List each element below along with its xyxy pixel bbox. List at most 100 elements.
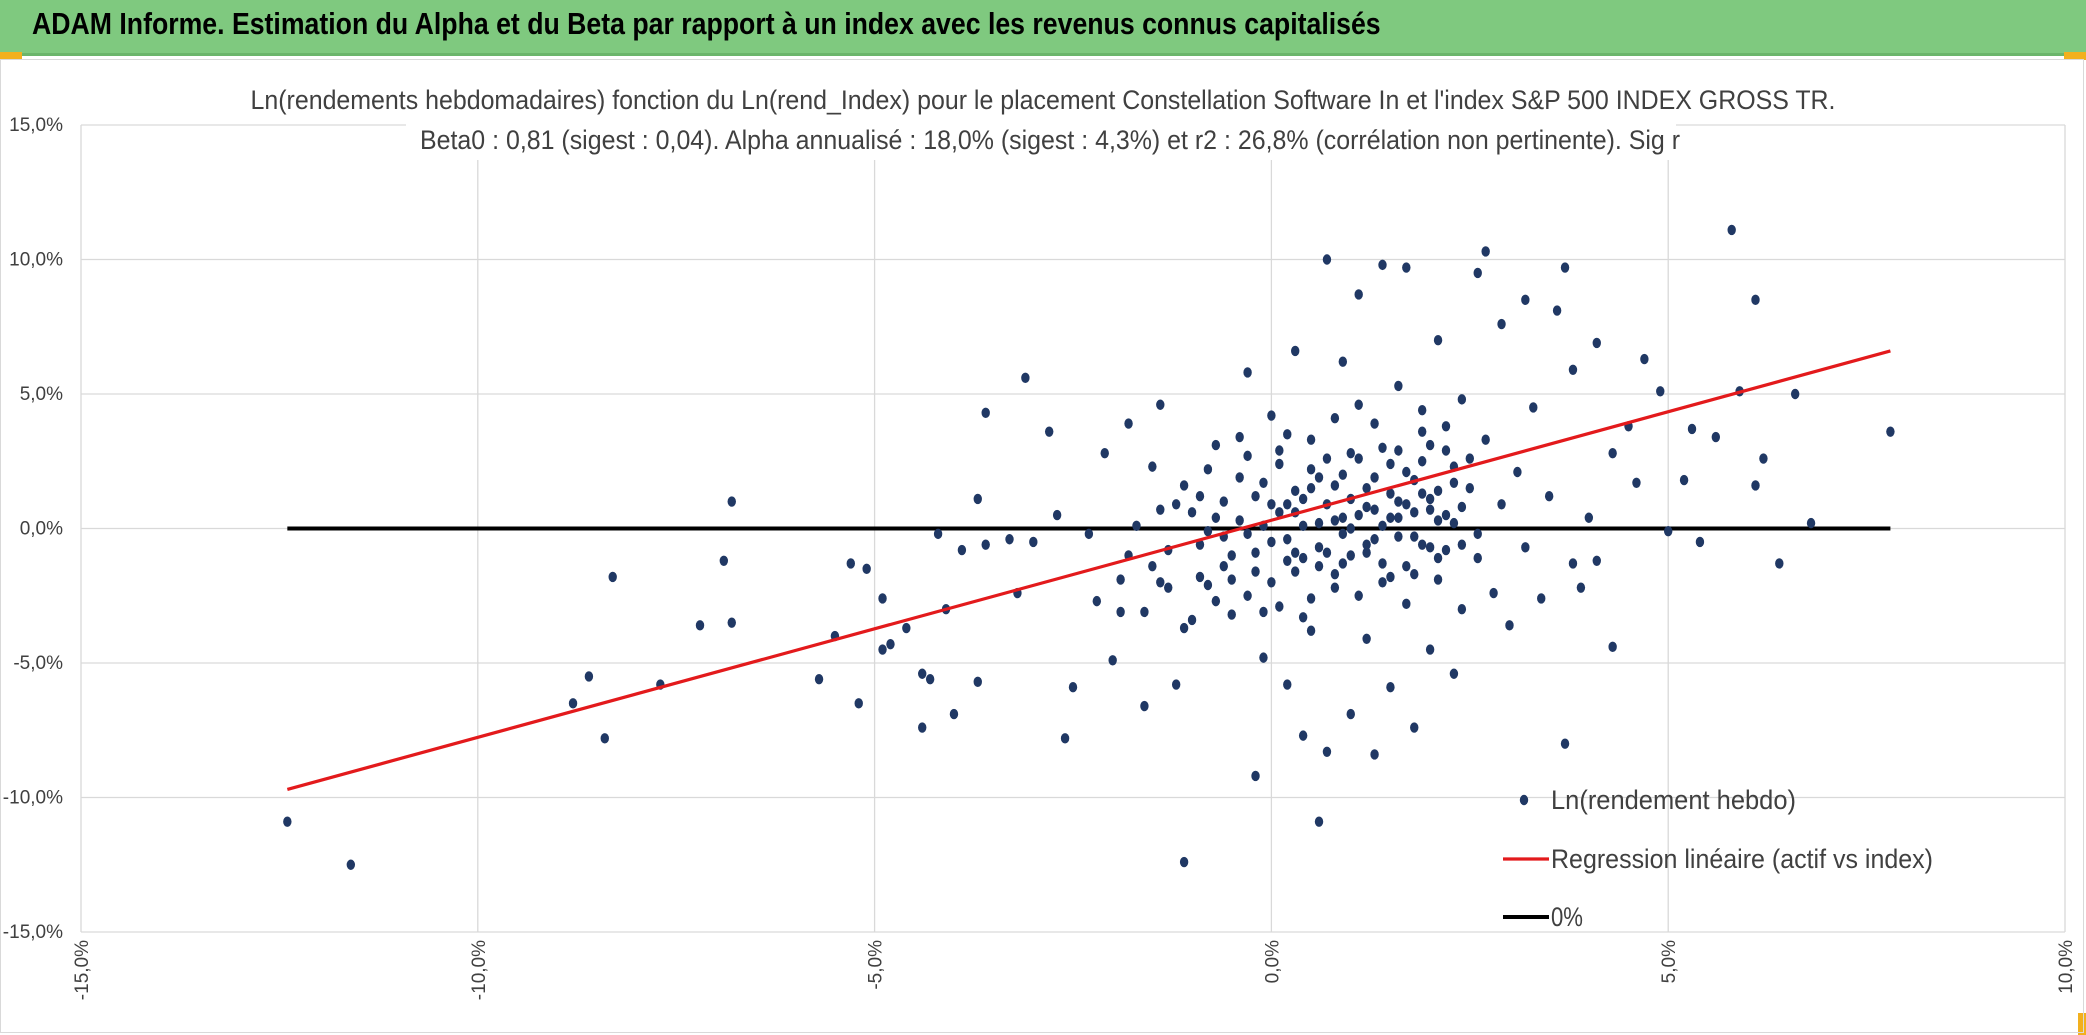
data-point: [1362, 633, 1371, 644]
data-point: [1497, 318, 1506, 330]
data-point: [1521, 294, 1530, 306]
chart-subtitle: Beta0 : 0,81 (sigest : 0,04). Alpha annu…: [420, 125, 1680, 155]
data-point: [1410, 569, 1419, 580]
data-point: [1179, 480, 1189, 491]
data-point: [1211, 512, 1221, 523]
data-point: [878, 593, 887, 604]
data-point: [1489, 587, 1498, 599]
data-point: [1473, 267, 1482, 279]
data-point: [1314, 517, 1324, 529]
data-point: [1148, 560, 1157, 572]
scatter-points: [283, 224, 1895, 870]
data-point: [1449, 477, 1459, 488]
data-point: [973, 676, 982, 688]
data-point: [1124, 418, 1133, 429]
data-point: [1298, 612, 1308, 623]
data-point: [1354, 399, 1363, 410]
y-tick-label: -15,0%: [3, 922, 63, 943]
data-point: [1275, 507, 1284, 518]
data-point: [1394, 512, 1403, 523]
data-point: [1203, 464, 1213, 475]
data-point: [1132, 520, 1141, 532]
data-point: [719, 555, 729, 566]
data-point: [981, 407, 990, 419]
data-point: [1243, 528, 1252, 540]
data-point: [1481, 434, 1490, 445]
data-point: [1441, 445, 1451, 456]
data-point: [1695, 536, 1705, 548]
data-point: [1727, 224, 1736, 236]
y-tick-label: 15,0%: [9, 115, 63, 136]
data-point: [1108, 655, 1117, 666]
data-point: [1529, 402, 1538, 413]
data-point: [1505, 620, 1514, 631]
data-point: [1338, 558, 1348, 569]
data-point: [1560, 262, 1570, 273]
legend-label: Regression linéaire (actif vs index): [1551, 844, 1933, 874]
data-point: [1592, 555, 1601, 566]
x-tick-label: 10,0%: [2056, 940, 2077, 994]
data-point: [1179, 856, 1189, 868]
data-point: [1195, 491, 1205, 502]
data-point: [1346, 550, 1355, 561]
data-point: [1140, 606, 1149, 618]
data-point: [1775, 558, 1784, 569]
scatter-chart: 15,0% 10,0% 5,0% 0,0% -5,0% -10,0% -15,0% -15,…: [3, 82, 2077, 1000]
data-point: [1425, 644, 1435, 655]
corner-accent-bottom-right: [2078, 1013, 2086, 1035]
data-point: [1187, 614, 1197, 626]
data-point: [1092, 595, 1102, 607]
data-point: [1275, 458, 1284, 470]
data-point: [1425, 493, 1435, 505]
data-point: [1370, 749, 1379, 760]
data-point: [1346, 523, 1355, 534]
data-point: [1330, 480, 1340, 491]
data-point: [1283, 534, 1292, 545]
data-point: [1227, 574, 1236, 585]
data-point: [1410, 507, 1419, 518]
data-point: [1433, 485, 1443, 497]
data-point: [1497, 499, 1506, 510]
data-point: [1156, 577, 1165, 588]
data-point: [1441, 421, 1451, 432]
data-point: [973, 493, 982, 505]
data-point: [1251, 770, 1260, 782]
data-point: [1029, 536, 1038, 548]
data-point: [1362, 482, 1371, 494]
data-point: [1394, 531, 1403, 542]
data-point: [1338, 528, 1348, 540]
data-point: [1386, 458, 1395, 470]
data-point: [1005, 534, 1014, 545]
legend-marker-scatter: [1519, 794, 1529, 806]
data-point: [1243, 590, 1252, 601]
data-point: [1521, 542, 1530, 553]
data-point: [933, 528, 943, 540]
data-point: [1227, 609, 1236, 620]
data-point: [1259, 606, 1268, 618]
data-point: [1203, 525, 1213, 537]
x-axis-ticks: -15,0% -10,0% -5,0% 0,0% 5,0% 10,0%: [72, 940, 2077, 1000]
data-point: [1060, 733, 1070, 744]
data-point: [1441, 544, 1451, 556]
data-point: [1425, 504, 1435, 515]
data-point: [1291, 485, 1300, 497]
data-point: [1203, 579, 1213, 591]
data-point: [1275, 601, 1284, 612]
data-point: [1370, 534, 1379, 545]
y-tick-label: 10,0%: [9, 250, 63, 271]
data-point: [1410, 722, 1419, 733]
data-point: [1354, 590, 1363, 601]
data-point: [1886, 426, 1895, 437]
data-point: [846, 558, 855, 569]
data-point: [1298, 730, 1308, 741]
data-point: [1751, 294, 1760, 306]
y-tick-label: -10,0%: [3, 788, 63, 809]
data-point: [727, 496, 736, 507]
data-point: [1267, 536, 1276, 548]
data-point: [1362, 547, 1371, 558]
data-point: [1386, 682, 1395, 693]
data-point: [1283, 679, 1292, 690]
data-point: [1267, 499, 1276, 510]
data-point: [1298, 552, 1308, 564]
data-point: [346, 859, 356, 870]
